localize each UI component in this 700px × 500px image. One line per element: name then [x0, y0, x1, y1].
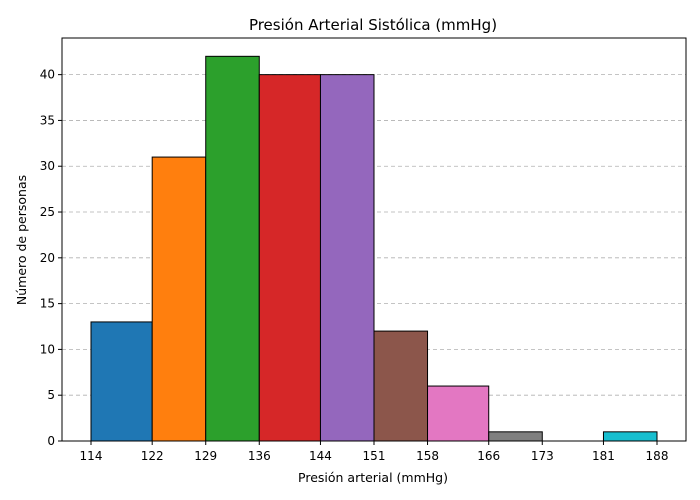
bars [90, 55, 658, 442]
y-tick-label: 35 [40, 113, 55, 127]
y-axis-label: Número de personas [14, 175, 29, 305]
y-tick-label: 40 [40, 68, 55, 82]
histogram-bar [319, 74, 375, 442]
x-tick-label: 166 [477, 449, 500, 463]
y-tick-label: 25 [40, 205, 55, 219]
x-tick-label: 188 [646, 449, 669, 463]
y-tick-label: 15 [40, 297, 55, 311]
y-tick-label: 0 [47, 434, 55, 448]
histogram-bar [258, 74, 321, 442]
histogram-bar [151, 156, 207, 442]
histogram-bar [602, 431, 658, 442]
y-tick-label: 20 [40, 251, 55, 265]
y-tick-label: 5 [47, 388, 55, 402]
x-tick-label: 158 [416, 449, 439, 463]
histogram-bar [373, 330, 429, 442]
x-tick-label: 136 [248, 449, 271, 463]
x-axis-ticks: 114 122 129 136 144 151 158 166 173 181 188 [80, 441, 669, 463]
x-tick-label: 114 [80, 449, 103, 463]
y-tick-label: 30 [40, 159, 55, 173]
y-tick-label: 10 [40, 342, 55, 356]
histogram-bar [427, 385, 490, 442]
histogram-bar [90, 321, 153, 442]
x-tick-label: 173 [531, 449, 554, 463]
x-tick-label: 122 [141, 449, 164, 463]
y-axis-ticks: 0 5 10 15 20 25 30 35 40 [40, 68, 62, 448]
x-tick-label: 151 [363, 449, 386, 463]
histogram-bar [488, 431, 543, 442]
x-axis-label: Presión arterial (mmHg) [298, 470, 448, 485]
x-tick-label: 129 [194, 449, 217, 463]
x-tick-label: 144 [309, 449, 332, 463]
x-tick-label: 181 [592, 449, 615, 463]
histogram-bar [205, 55, 260, 442]
chart-title: Presión Arterial Sistólica (mmHg) [249, 16, 497, 34]
